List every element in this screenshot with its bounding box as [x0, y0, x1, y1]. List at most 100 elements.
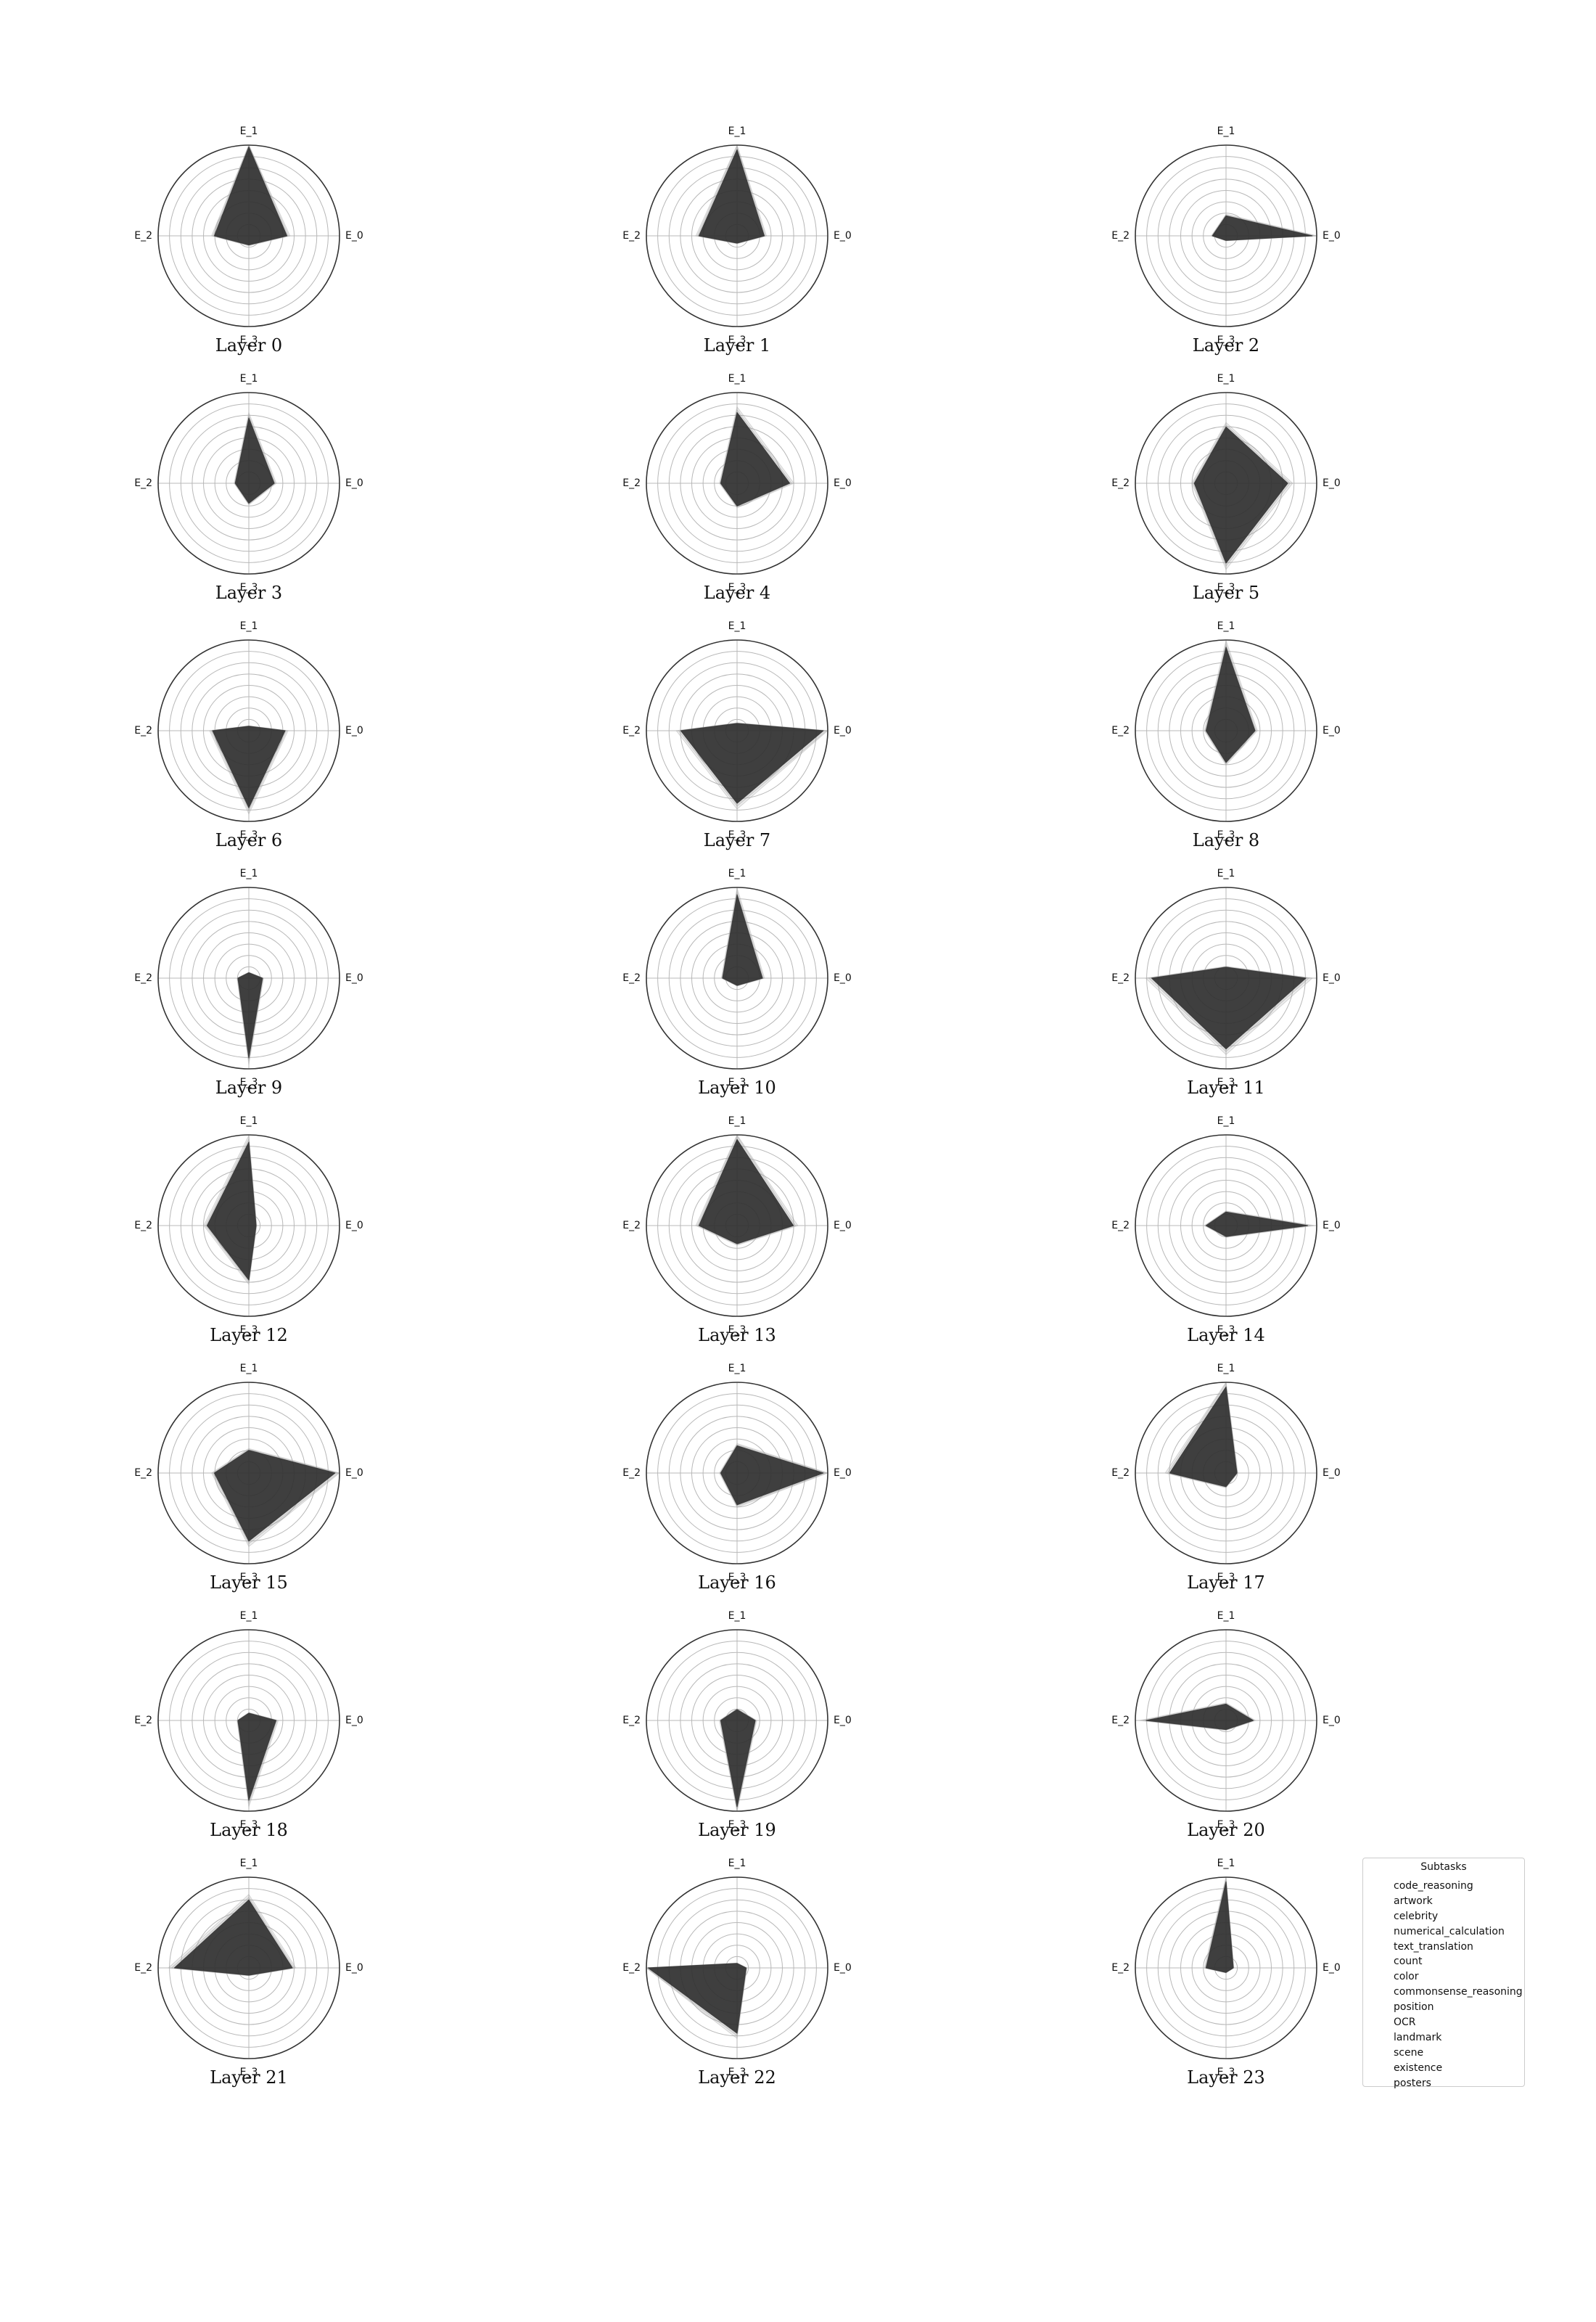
series-polygon	[680, 723, 824, 804]
axis-label: E_3	[728, 829, 746, 841]
panel-title: Layer 7	[703, 830, 771, 850]
axis-label: E_3	[728, 1819, 746, 1831]
axis-label: E_1	[728, 620, 746, 632]
axis-label: E_0	[1323, 230, 1341, 242]
axis-label: E_1	[1217, 1115, 1235, 1127]
legend-entry: count	[1394, 1956, 1423, 1968]
axis-label: E_0	[834, 230, 852, 242]
radar-plot	[157, 392, 340, 575]
legend: Subtasks code_reasoning artwork celebrity n…	[1362, 1858, 1525, 2089]
radar-plot	[157, 1134, 340, 1317]
series-polygon	[213, 146, 288, 246]
axis-label: E_0	[1323, 725, 1341, 737]
radar-plot	[646, 144, 828, 327]
axis-label: E_3	[728, 582, 746, 594]
radar-panel: E_0 E_1 E_2 E_3 Layer 3	[126, 367, 372, 603]
radar-plot	[157, 1629, 340, 1812]
radar-plot	[157, 887, 340, 1070]
legend-entry: commonsense_reasoning	[1394, 1986, 1523, 1998]
axis-label: E_1	[728, 1610, 746, 1622]
panel-title: Layer 18	[210, 1820, 288, 1840]
series-polygon	[173, 1899, 293, 1976]
polar-frame	[157, 1876, 340, 2059]
polar-frame	[157, 887, 340, 1070]
axis-label: E_0	[1323, 477, 1341, 489]
series-polygon	[206, 1141, 257, 1281]
legend-entry: artwork	[1394, 1895, 1433, 1907]
axis-label: E_1	[239, 1610, 258, 1622]
radar-panel: E_0 E_1 E_2 E_3 Layer 15	[126, 1357, 372, 1593]
axis-label: E_0	[345, 1715, 363, 1726]
panel-title: Layer 6	[215, 830, 283, 850]
radar-plot	[646, 1876, 828, 2059]
panel-title: Layer 23	[1187, 2067, 1265, 2088]
series-polygon	[1205, 647, 1256, 763]
radar-plot	[1135, 1382, 1317, 1564]
polar-frame	[646, 887, 828, 1070]
polar-frame	[646, 144, 828, 327]
legend-items: code_reasoning artwork celebrity numerical_…	[1394, 1879, 1523, 2091]
series-polygon	[1205, 1881, 1234, 1973]
radar-plot	[646, 1382, 828, 1564]
series-polygon	[720, 411, 791, 506]
axis-label: E_2	[134, 230, 152, 242]
legend-entry: code_reasoning	[1394, 1880, 1473, 1892]
axis-label: E_3	[728, 1572, 746, 1583]
series-polygon	[722, 894, 763, 986]
series-polygon	[1205, 1211, 1309, 1237]
radar-panel: E_0 E_1 E_2 E_3 Layer 10	[614, 862, 860, 1098]
polar-frame	[646, 1134, 828, 1317]
axis-label: E_1	[728, 1115, 746, 1127]
axis-label: E_2	[622, 1467, 641, 1479]
series-polygon	[1151, 967, 1307, 1050]
panel-title: Layer 1	[703, 335, 771, 356]
radar-panel: E_0 E_1 E_2 E_3 Layer 1	[614, 120, 860, 356]
axis-label: E_3	[239, 1819, 258, 1831]
axis-label: E_0	[1323, 1715, 1341, 1726]
axis-label: E_1	[728, 1363, 746, 1374]
radar-plot	[646, 392, 828, 575]
series-polygon	[698, 1139, 794, 1244]
axis-label: E_2	[1111, 477, 1130, 489]
legend-entry: landmark	[1394, 2031, 1442, 2043]
polar-frame	[1135, 144, 1317, 327]
legend-entry: color	[1394, 1971, 1419, 1983]
axis-label: E_2	[134, 477, 152, 489]
polar-frame	[646, 392, 828, 575]
radar-panel: E_0 E_1 E_2 E_3 Layer 17	[1103, 1357, 1349, 1593]
axis-label: E_0	[834, 1962, 852, 1974]
axis-label: E_3	[239, 2067, 258, 2078]
axis-label: E_2	[622, 1962, 641, 1974]
legend-entry: celebrity	[1394, 1910, 1439, 1922]
axis-label: E_3	[239, 1077, 258, 1088]
radar-plot	[1135, 887, 1317, 1070]
axis-label: E_0	[834, 477, 852, 489]
axis-label: E_1	[728, 1858, 746, 1869]
axis-label: E_0	[1323, 1467, 1341, 1479]
panel-title: Layer 13	[698, 1325, 776, 1345]
radar-plot	[1135, 1134, 1317, 1317]
axis-label: E_2	[134, 1467, 152, 1479]
radar-plot	[1135, 1876, 1317, 2059]
legend-entry: scene	[1394, 2046, 1424, 2059]
axis-label: E_0	[345, 230, 363, 242]
radar-plot	[1135, 144, 1317, 327]
radar-panel: E_0 E_1 E_2 E_3 Layer 16	[614, 1357, 860, 1593]
axis-label: E_3	[239, 829, 258, 841]
panel-title: Layer 19	[698, 1820, 776, 1840]
axis-label: E_0	[1323, 1220, 1341, 1231]
axis-label: E_3	[1217, 1324, 1235, 1336]
polar-frame	[1135, 392, 1317, 575]
axis-label: E_1	[239, 1363, 258, 1374]
radar-plot	[646, 1134, 828, 1317]
axis-label: E_3	[728, 1324, 746, 1336]
radar-plot	[157, 144, 340, 327]
series-polygon	[212, 726, 286, 808]
legend-entry: posters	[1394, 2077, 1431, 2089]
axis-label: E_3	[1217, 582, 1235, 594]
panel-title: Layer 21	[210, 2067, 288, 2088]
radar-plot	[1135, 639, 1317, 822]
radar-plot	[157, 1876, 340, 2059]
axis-label: E_0	[345, 725, 363, 737]
radar-plot	[646, 639, 828, 822]
